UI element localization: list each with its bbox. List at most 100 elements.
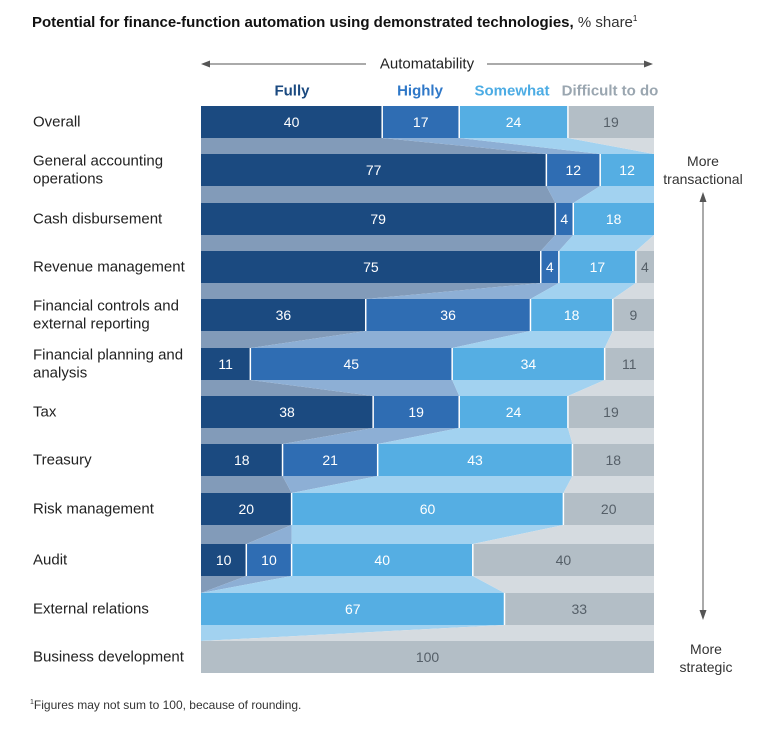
- segment-value-label: 75: [363, 259, 379, 275]
- connector-band: [201, 476, 292, 493]
- connector-band: [567, 138, 654, 154]
- bar-segment: [201, 348, 251, 380]
- bar-segment: [377, 444, 573, 476]
- bar-segment: [604, 348, 654, 380]
- connector-band: [604, 331, 654, 348]
- bar-segment: [600, 154, 654, 186]
- connector-band: [558, 235, 654, 251]
- segment-value-label: 18: [605, 452, 621, 468]
- bar-segment: [201, 106, 383, 138]
- segment-value-label: 12: [565, 162, 581, 178]
- segment-value-label: 19: [408, 404, 424, 420]
- segment-value-label: 18: [564, 307, 580, 323]
- segment-value-label: 20: [601, 501, 617, 517]
- segment-value-label: 19: [603, 114, 619, 130]
- bar-segment: [282, 444, 378, 476]
- segment-value-label: 4: [546, 259, 554, 275]
- vertical-arrowhead-down: [699, 610, 707, 620]
- category-label: Financial planning and: [33, 347, 183, 364]
- bar-segment: [530, 299, 613, 331]
- segment-value-label: 100: [416, 649, 440, 665]
- category-label: Overall: [33, 114, 81, 131]
- bar-segment: [201, 154, 547, 186]
- category-label: Tax: [33, 404, 57, 421]
- bar-segment: [201, 544, 247, 576]
- bar-segment: [246, 544, 292, 576]
- connector-band: [365, 283, 559, 299]
- connector-band: [246, 525, 292, 544]
- segment-value-label: 36: [276, 307, 292, 323]
- bar-segment: [201, 493, 292, 525]
- category-label: General accounting: [33, 153, 163, 170]
- connector-band: [201, 235, 556, 251]
- connector-band: [377, 428, 573, 444]
- category-label: operations: [33, 171, 103, 188]
- segment-value-label: 21: [322, 452, 338, 468]
- segment-value-label: 38: [279, 404, 295, 420]
- segment-value-label: 60: [420, 501, 436, 517]
- segment-value-label: 19: [603, 404, 619, 420]
- segment-value-label: 17: [413, 114, 429, 130]
- bar-segment: [201, 203, 556, 235]
- bar-segment: [567, 106, 654, 138]
- bar-segment: [373, 396, 460, 428]
- connector-band: [282, 428, 460, 444]
- bar-segment: [459, 396, 568, 428]
- bar-segment: [472, 544, 654, 576]
- bar-segment: [504, 593, 654, 625]
- connector-band: [567, 380, 654, 396]
- bar-segment: [546, 154, 601, 186]
- title-unit: % share: [577, 14, 633, 31]
- category-label: Business development: [33, 649, 185, 666]
- segment-value-label: 33: [571, 601, 587, 617]
- bar-segment: [201, 444, 283, 476]
- bar-segment: [540, 251, 559, 283]
- axis-arrowhead-left: [201, 60, 210, 68]
- connector-band: [201, 186, 556, 203]
- connector-band: [530, 283, 636, 299]
- connector-band: [567, 428, 654, 444]
- series-header-1: Fully: [274, 83, 310, 100]
- connector-band: [201, 331, 366, 348]
- segment-value-label: 9: [630, 307, 638, 323]
- segment-value-label: 11: [218, 356, 233, 372]
- axis-label: Automatability: [380, 56, 475, 73]
- category-label: Risk management: [33, 501, 155, 518]
- bar-segment: [558, 251, 636, 283]
- series-header-3: Somewhat: [474, 83, 549, 100]
- segment-value-label: 79: [370, 211, 386, 227]
- category-label: Financial controls and: [33, 298, 179, 315]
- connector-band: [201, 283, 541, 299]
- segment-value-label: 4: [641, 259, 649, 275]
- category-label: Audit: [33, 552, 68, 569]
- connector-band: [201, 576, 247, 593]
- connector-band: [472, 576, 654, 593]
- segment-value-label: 40: [284, 114, 300, 130]
- bar-segment: [291, 493, 564, 525]
- category-label: analysis: [33, 365, 87, 382]
- segment-value-label: 34: [521, 356, 537, 372]
- connector-band: [472, 525, 654, 544]
- side-annotation-top: More: [687, 153, 719, 169]
- category-label: External relations: [33, 601, 149, 618]
- title-footnote-marker: 1: [632, 14, 638, 23]
- footnote-text: Figures may not sum to 100, because of r…: [33, 698, 302, 712]
- connector-band: [540, 235, 574, 251]
- segment-value-label: 10: [216, 552, 232, 568]
- connector-band: [201, 576, 505, 593]
- segment-value-label: 77: [366, 162, 382, 178]
- side-annotation-bottom: More: [690, 641, 722, 657]
- stacked-bar-chart: 40 17 24 19 Overall 77 12 12 General accountingo…: [33, 56, 743, 676]
- bar-segment: [635, 251, 654, 283]
- category-label: Treasury: [33, 452, 92, 469]
- segment-value-label: 43: [467, 452, 483, 468]
- segment-value-label: 10: [261, 552, 277, 568]
- connector-band: [250, 331, 531, 348]
- segment-value-label: 18: [234, 452, 250, 468]
- segment-value-label: 24: [506, 404, 522, 420]
- connector-band: [452, 380, 605, 396]
- segment-value-label: 45: [343, 356, 359, 372]
- series-header-4: Difficult to do: [562, 83, 659, 100]
- connector-band: [201, 625, 654, 641]
- connector-band: [291, 525, 564, 544]
